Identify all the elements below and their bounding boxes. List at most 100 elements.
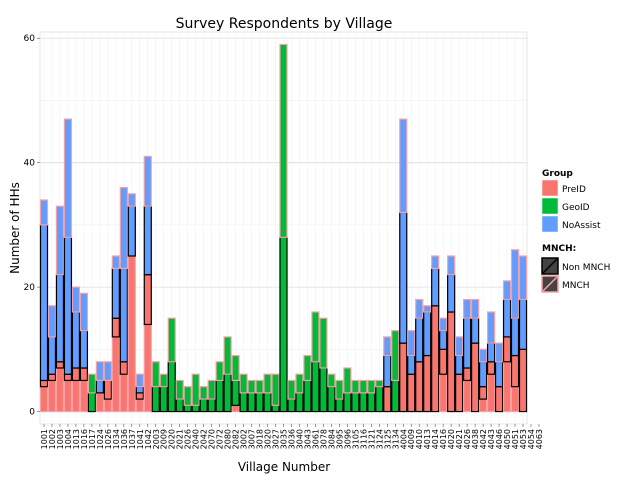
bar-segment xyxy=(71,286,81,313)
x-tick-label: 2009 xyxy=(160,429,169,449)
legend: Group PreID GeoID NoAssist MNCH: Non MNCH MNCH xyxy=(541,169,610,293)
bar-segment xyxy=(343,367,352,394)
legend-swatch-slash xyxy=(542,276,558,292)
bar-segment xyxy=(175,398,184,413)
bar-segment xyxy=(47,373,57,382)
y-tick-label: 20 xyxy=(24,283,36,293)
x-tick-label: 3084 xyxy=(327,429,336,449)
bar-segment xyxy=(79,367,89,382)
x-tick-label: 3124 xyxy=(375,429,384,449)
bar-segment xyxy=(502,298,512,338)
bar-segment xyxy=(239,373,248,394)
bar-segment xyxy=(119,267,128,363)
x-tick-label: 4053 xyxy=(519,429,528,449)
bar-segment xyxy=(247,379,256,394)
bar-segment xyxy=(39,224,49,382)
bar-segment xyxy=(111,267,120,319)
x-axis-label: Village Number xyxy=(238,460,330,474)
x-tick-label: 4046 xyxy=(495,429,504,449)
bar-segment xyxy=(247,392,256,413)
bar-segment xyxy=(399,118,408,214)
bar-segment xyxy=(423,305,432,313)
bar-segment xyxy=(351,379,360,394)
bar-segment xyxy=(367,392,376,413)
bar-segment xyxy=(95,392,104,413)
bar-segment xyxy=(71,311,81,369)
x-tick-label: 3036 xyxy=(287,429,296,449)
x-tick-label: 4014 xyxy=(431,429,440,449)
bars-layer xyxy=(39,43,528,413)
x-tick-label: 3116 xyxy=(359,429,368,449)
x-tick-label: 1036 xyxy=(120,429,129,449)
x-tick-label: 2020 xyxy=(168,429,177,449)
bar-segment xyxy=(199,398,208,413)
bar-segment xyxy=(135,398,144,413)
bar-segment xyxy=(478,386,488,400)
bar-segment xyxy=(391,379,400,413)
x-tick-label: 4054 xyxy=(527,429,536,449)
bar-segment xyxy=(71,367,81,382)
x-tick-label: 1013 xyxy=(72,429,81,449)
bar-segment xyxy=(119,186,128,270)
bar-segment xyxy=(303,354,312,382)
x-tick-label: 4050 xyxy=(503,429,512,449)
chart-title: Survey Respondents by Village xyxy=(176,16,393,32)
bar-segment xyxy=(447,311,456,413)
bar-segment xyxy=(502,361,512,413)
bar-segment xyxy=(343,392,352,413)
bar-segment xyxy=(223,336,232,375)
bar-segment xyxy=(239,392,248,413)
x-tick-label: 1037 xyxy=(128,429,137,449)
x-tick-label: 3061 xyxy=(311,429,320,449)
bar-segment xyxy=(335,379,344,400)
bar-segment xyxy=(303,379,312,413)
bar-segment xyxy=(87,373,97,394)
bar-segment xyxy=(55,361,65,369)
bar-segment xyxy=(478,361,488,388)
bar-segment xyxy=(135,386,144,394)
bar-segment xyxy=(287,379,296,400)
x-tick-label: 1041 xyxy=(136,429,145,449)
legend-label: PreID xyxy=(562,185,586,195)
x-tick-label: 3105 xyxy=(351,429,360,449)
bar-segment xyxy=(407,354,416,375)
x-axis: 1001100210031004101310161017102410261034… xyxy=(40,424,544,449)
bar-segment xyxy=(494,361,504,388)
legend-label: MNCH xyxy=(562,281,590,291)
bar-segment xyxy=(279,236,288,413)
bar-segment xyxy=(399,342,408,413)
bar-segment xyxy=(463,367,472,382)
bar-segment xyxy=(470,342,480,413)
legend-mnch-title: MNCH: xyxy=(542,244,576,254)
bar-segment xyxy=(439,330,448,350)
bar-segment xyxy=(510,354,520,388)
bar-segment xyxy=(231,404,240,413)
bar-segment xyxy=(183,404,192,413)
bar-segment xyxy=(183,386,192,406)
bar-segment xyxy=(103,379,112,400)
bar-segment xyxy=(415,298,424,319)
bar-segment xyxy=(494,386,504,413)
bar-segment xyxy=(127,193,136,207)
x-tick-label: 3095 xyxy=(335,429,344,449)
x-tick-label: 1024 xyxy=(96,429,105,449)
x-tick-label: 4051 xyxy=(511,429,520,449)
bar-segment xyxy=(431,267,440,307)
x-tick-label: 2070 xyxy=(208,429,217,449)
bar-segment xyxy=(71,379,81,413)
bar-segment xyxy=(143,155,152,207)
bar-segment xyxy=(375,379,384,388)
bar-segment xyxy=(231,379,240,406)
x-tick-label: 4020 xyxy=(447,429,456,449)
bar-segment xyxy=(486,311,496,344)
bar-segment xyxy=(455,354,464,375)
bar-segment xyxy=(175,379,184,400)
bar-segment xyxy=(127,205,136,257)
bar-segment xyxy=(95,379,104,394)
bar-segment xyxy=(351,392,360,413)
bar-segment xyxy=(319,367,328,413)
bar-segment xyxy=(63,379,73,413)
x-tick-label: 3007 xyxy=(248,429,257,449)
x-tick-label: 1003 xyxy=(56,429,65,449)
